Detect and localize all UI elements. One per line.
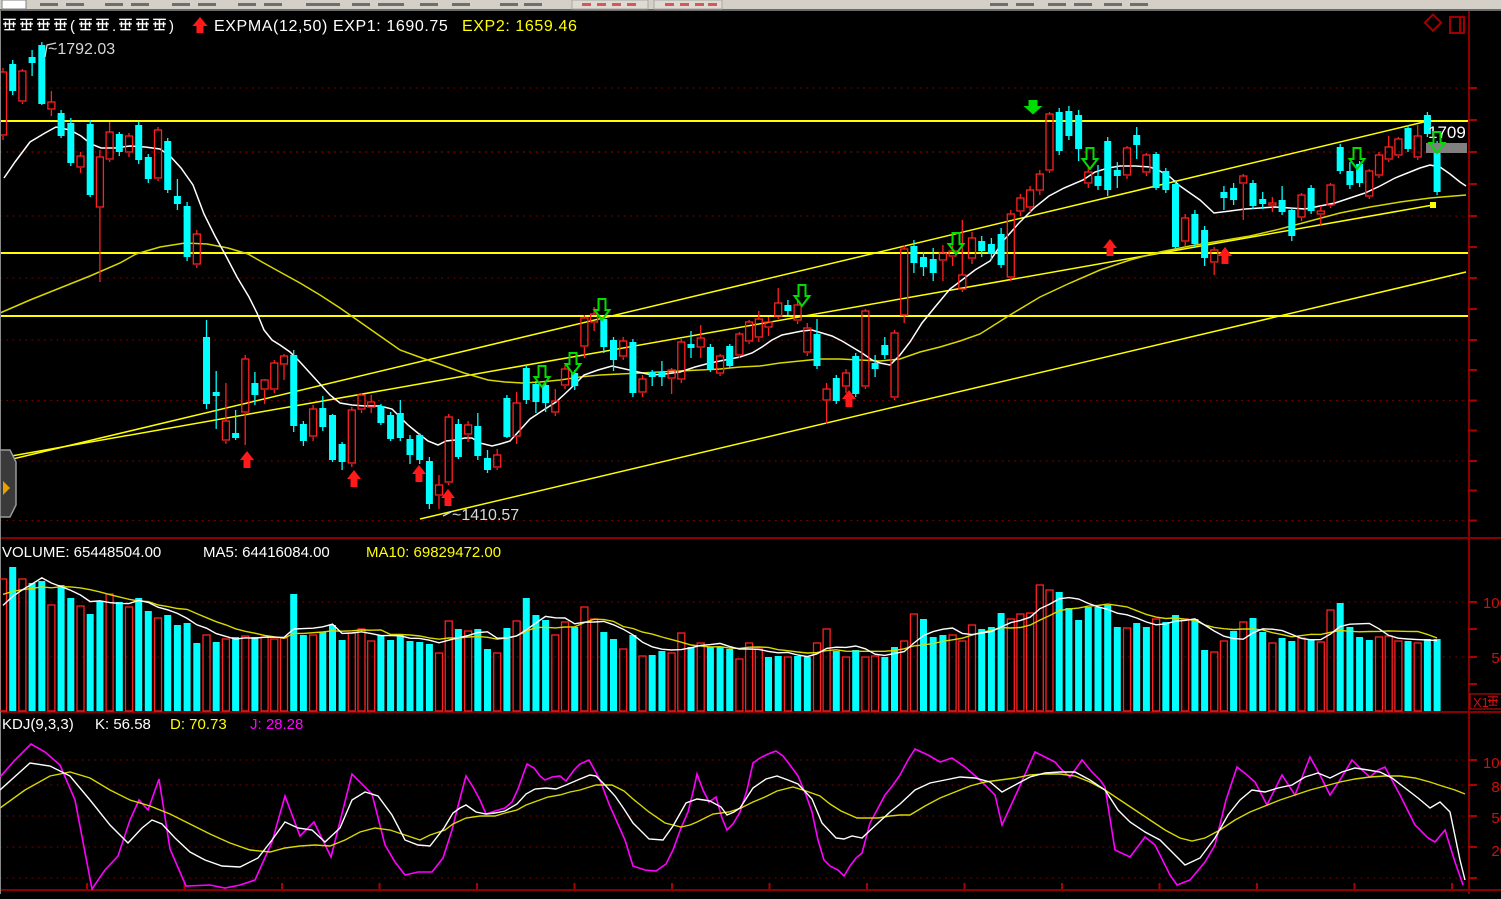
svg-text:KDJ(9,3,3): KDJ(9,3,3) [2,716,74,733]
svg-text:): ) [169,18,174,35]
svg-text:50: 50 [1491,650,1501,667]
svg-text:EXP2: 1659.46: EXP2: 1659.46 [462,18,577,35]
svg-text:VOLUME: 65448504.00: VOLUME: 65448504.00 [2,544,161,561]
svg-text:EXPMA(12,50) EXP1: 1690.75: EXPMA(12,50) EXP1: 1690.75 [214,18,448,35]
svg-text:20: 20 [1491,843,1501,860]
svg-text:K: 56.58: K: 56.58 [95,716,151,733]
svg-text:.: . [112,18,116,35]
svg-text:J: 28.28: J: 28.28 [250,716,303,733]
svg-text:100: 100 [1483,595,1501,612]
svg-text:~1410.57: ~1410.57 [452,507,519,524]
svg-text:MA10: 69829472.00: MA10: 69829472.00 [366,544,501,561]
svg-text:D: 70.73: D: 70.73 [170,716,227,733]
svg-text:MA5: 64416084.00: MA5: 64416084.00 [203,544,330,561]
svg-text:~1792.03: ~1792.03 [48,41,115,58]
svg-text:X1: X1 [1473,695,1489,710]
svg-text:50: 50 [1491,810,1501,827]
svg-text:1709: 1709 [1428,123,1466,142]
svg-text:100: 100 [1483,755,1501,772]
svg-text:80: 80 [1491,779,1501,796]
svg-text:(: ( [70,18,75,35]
